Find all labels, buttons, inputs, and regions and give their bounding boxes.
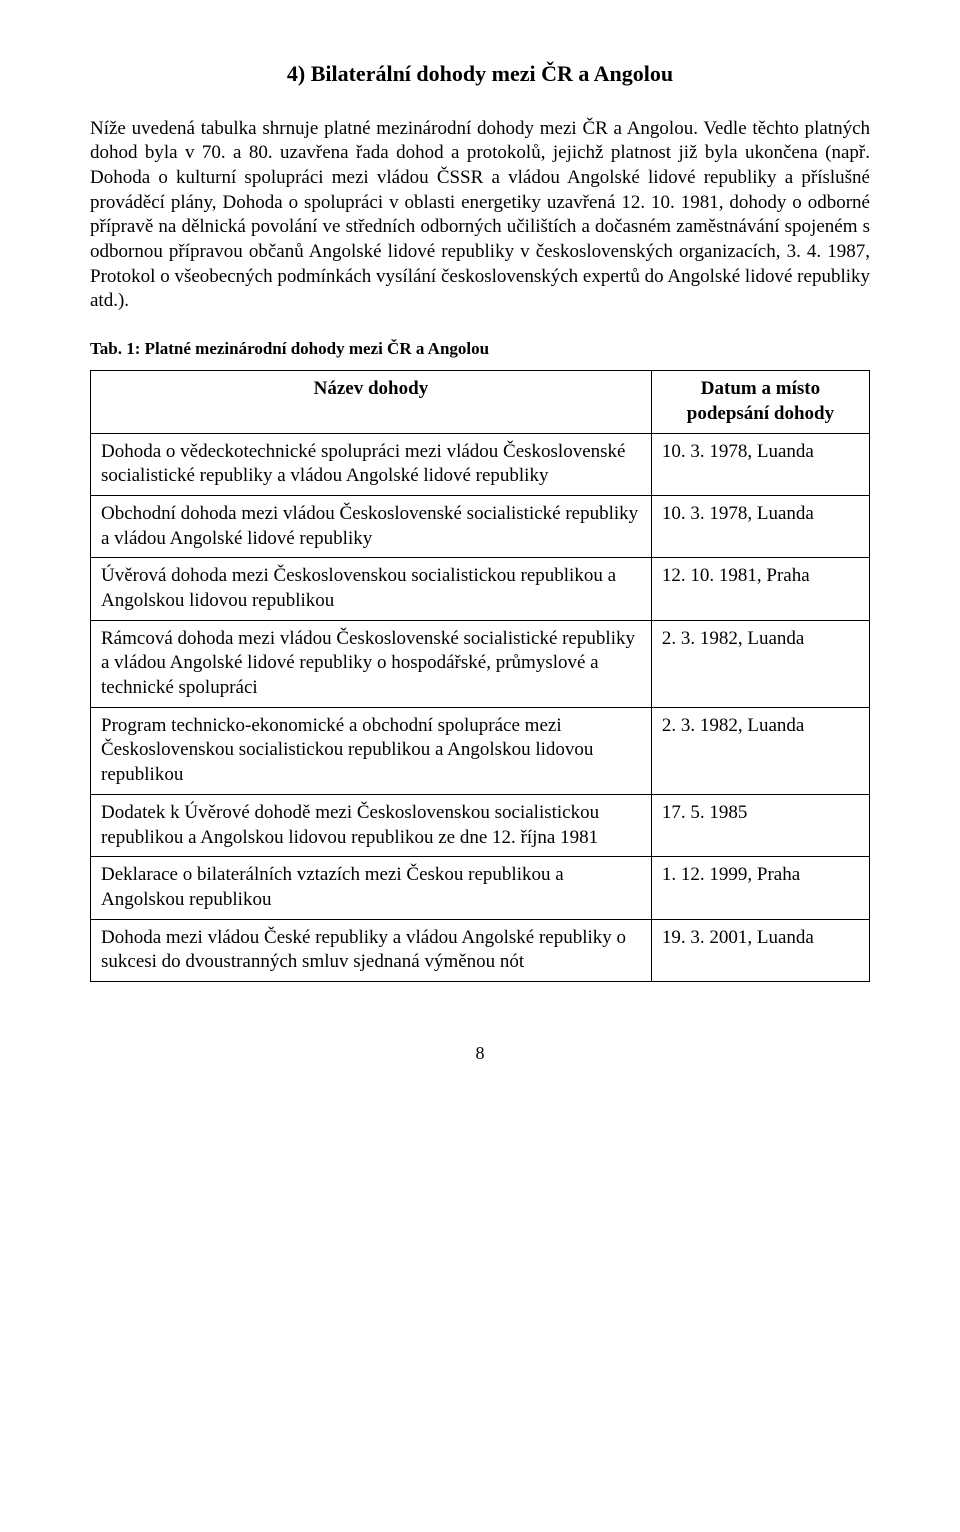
table-row: Program technicko-ekonomické a obchodní … <box>91 707 870 794</box>
table-header-row: Název dohody Datum a místo podepsání doh… <box>91 371 870 433</box>
agreement-name-cell: Rámcová dohoda mezi vládou Československ… <box>91 620 652 707</box>
agreement-name-cell: Program technicko-ekonomické a obchodní … <box>91 707 652 794</box>
table-row: Obchodní dohoda mezi vládou Českoslovens… <box>91 495 870 557</box>
table-row: Dohoda o vědeckotechnické spolupráci mez… <box>91 433 870 495</box>
page-number: 8 <box>90 1042 870 1065</box>
agreement-date-cell: 2. 3. 1982, Luanda <box>651 707 869 794</box>
agreement-date-cell: 17. 5. 1985 <box>651 794 869 856</box>
agreement-name-cell: Obchodní dohoda mezi vládou Českoslovens… <box>91 495 652 557</box>
column-header-date: Datum a místo podepsání dohody <box>651 371 869 433</box>
agreement-name-cell: Dodatek k Úvěrové dohodě mezi Českoslove… <box>91 794 652 856</box>
agreement-date-cell: 1. 12. 1999, Praha <box>651 857 869 919</box>
table-row: Dodatek k Úvěrové dohodě mezi Českoslove… <box>91 794 870 856</box>
agreement-name-cell: Dohoda o vědeckotechnické spolupráci mez… <box>91 433 652 495</box>
agreements-table: Název dohody Datum a místo podepsání doh… <box>90 370 870 982</box>
table-row: Rámcová dohoda mezi vládou Československ… <box>91 620 870 707</box>
intro-paragraph: Níže uvedená tabulka shrnuje platné mezi… <box>90 117 870 315</box>
table-row: Úvěrová dohoda mezi Československou soci… <box>91 558 870 620</box>
agreement-date-cell: 10. 3. 1978, Luanda <box>651 433 869 495</box>
column-header-name: Název dohody <box>91 371 652 433</box>
table-row: Deklarace o bilaterálních vztazích mezi … <box>91 857 870 919</box>
agreement-name-cell: Deklarace o bilaterálních vztazích mezi … <box>91 857 652 919</box>
agreement-name-cell: Úvěrová dohoda mezi Československou soci… <box>91 558 652 620</box>
agreement-date-cell: 10. 3. 1978, Luanda <box>651 495 869 557</box>
agreement-date-cell: 19. 3. 2001, Luanda <box>651 919 869 981</box>
table-row: Dohoda mezi vládou České republiky a vlá… <box>91 919 870 981</box>
section-heading: 4) Bilaterální dohody mezi ČR a Angolou <box>90 60 870 89</box>
table-caption: Tab. 1: Platné mezinárodní dohody mezi Č… <box>90 338 870 360</box>
agreement-date-cell: 12. 10. 1981, Praha <box>651 558 869 620</box>
agreement-date-cell: 2. 3. 1982, Luanda <box>651 620 869 707</box>
agreement-name-cell: Dohoda mezi vládou České republiky a vlá… <box>91 919 652 981</box>
